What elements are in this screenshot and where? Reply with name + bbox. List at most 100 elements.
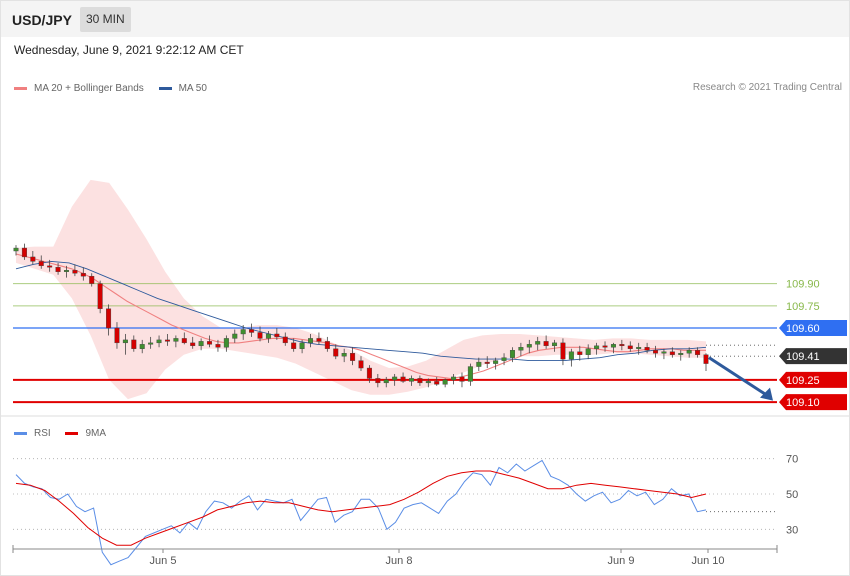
candle [509,347,515,363]
candle-body-up [341,353,347,357]
candle [55,262,61,275]
candle-body-up [240,329,246,335]
legend-swatch-ma20 [14,87,27,90]
candle-body-down [324,341,330,349]
candle-body-up [518,347,524,351]
level-label-109.25: 109.25 [786,375,820,387]
candle-body-up [223,338,229,348]
candle [139,339,145,354]
candle [451,373,457,385]
candle [400,372,406,383]
level-last-price-109-41: 109.41 [706,344,847,365]
candle [308,333,314,348]
legend-label-rsi: RSI [34,428,51,439]
level-label-109.90: 109.90 [786,279,820,291]
candle-body-down [350,353,356,361]
candle [619,339,625,351]
candle-body-down [181,338,187,344]
candle-body-up [13,247,19,252]
candle-body-down [653,350,659,354]
candle-body-up [451,376,457,381]
candle [21,243,27,260]
candle-body-down [543,341,549,347]
candle-body-up [232,333,238,339]
level-label-109.41: 109.41 [786,351,820,363]
candle [695,347,701,358]
legend-swatch-9ma [65,432,79,435]
candle [501,353,507,366]
candle [341,348,347,363]
candle [38,255,44,269]
level-label-109.10: 109.10 [786,397,820,409]
candle [232,329,238,343]
candle-body-up [467,366,473,382]
legend-swatch-rsi [14,432,27,435]
candle-body-down [30,256,36,262]
candle [577,345,583,361]
legend-item-9ma: 9MA [65,428,106,439]
candle-body-down [38,261,44,267]
candle [291,338,297,352]
level-tag [779,348,847,365]
level-target-109-75: 109.75 [13,301,820,313]
rsi-pane: 30 50 70 [13,454,798,566]
candle-body-up [501,357,507,361]
candle [585,344,591,360]
candle-body-up [383,379,389,384]
candle-body-down [619,344,625,347]
candle [106,304,112,336]
level-support-109-10: 109.10 [13,394,847,411]
candle [434,376,440,386]
candle-body-down [274,333,280,338]
chart-datetime: Wednesday, June 9, 2021 9:22:12 AM CET [14,43,244,57]
candle-body-down [131,339,137,349]
candle [644,342,650,354]
candle-body-up [661,351,667,354]
candle-body-down [602,345,608,348]
candle [265,331,271,343]
candle [661,348,667,360]
candle [257,326,263,342]
candle [653,345,659,358]
candle-body-up [610,344,616,348]
candle [240,325,246,340]
candle-body-up [139,344,145,349]
candle-body-up [308,338,314,344]
candle-body-up [265,333,271,339]
x-tick-label: Jun 8 [386,555,413,567]
candle-body-up [535,341,541,345]
forecast-arrow-head [760,387,773,401]
candle [181,332,187,345]
candle [543,335,549,349]
candle-body-down [484,361,490,364]
candle-body-down [703,354,709,364]
candle [627,341,633,352]
candle-body-up [585,348,591,355]
candle-body-up [568,351,574,360]
candle [610,342,616,354]
candle-body-down [644,347,650,351]
candle [299,339,305,354]
candle-body-up [299,342,305,349]
candle [173,335,179,348]
candle-body-down [190,342,196,347]
candle-body-down [400,376,406,382]
candle-body-down [257,332,263,339]
candle-body-down [164,339,170,342]
candle [417,375,423,386]
candle [207,335,213,348]
rsi-tick-label: 30 [786,524,798,536]
candle-body-up [425,381,431,384]
timeframe-badge[interactable]: 30 MIN [80,7,131,32]
rsi-line [15,459,707,566]
candle [316,332,322,345]
candle-body-down [215,344,221,348]
candle-body-up [148,342,154,345]
candle-body-down [89,275,95,284]
level-tag [779,371,847,388]
candle-body-up [156,339,162,344]
candle-body-up [552,342,558,347]
main-legend: MA 20 + Bollinger Bands MA 50 [14,82,219,94]
candle [114,322,120,349]
